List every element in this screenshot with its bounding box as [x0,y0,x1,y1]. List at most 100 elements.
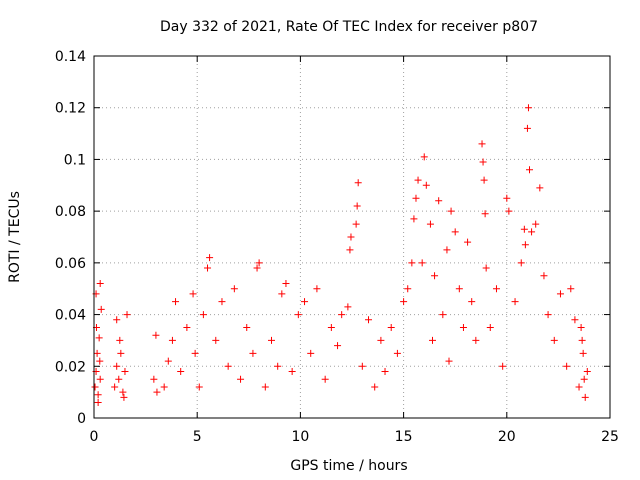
data-point [120,393,128,401]
data-point [426,220,434,228]
data-point [439,311,447,319]
data-point [578,336,586,344]
data-point [347,233,355,241]
data-point [377,336,385,344]
data-point [418,259,426,267]
data-point [255,259,263,267]
data-point [237,375,245,383]
x-tick-label: 25 [601,429,619,445]
y-axis-label: ROTI / TECUs [7,191,23,283]
data-point [464,238,472,246]
data-point [282,280,290,288]
data-point [268,336,276,344]
data-point [150,375,158,383]
data-point [581,393,589,401]
data-point [400,298,408,306]
data-point [563,362,571,370]
data-point [550,336,558,344]
data-point [344,303,352,311]
data-point [334,342,342,350]
x-tick-label: 10 [291,429,309,445]
data-point [410,215,418,223]
x-axis-label: GPS time / hours [290,458,407,474]
data-point [404,285,412,293]
data-point [113,316,121,324]
data-point [468,298,476,306]
data-point [96,375,104,383]
x-tick-label: 15 [395,429,413,445]
data-point [95,334,103,342]
data-point [172,298,180,306]
data-point [435,197,443,205]
data-point [321,375,329,383]
data-point [517,259,525,267]
data-point [511,298,519,306]
x-tick-label: 5 [193,429,202,445]
data-point [288,367,296,375]
data-point [428,336,436,344]
data-point [313,285,321,293]
data-point [164,357,172,365]
data-point [212,336,220,344]
x-tick-label: 0 [90,429,99,445]
data-point [520,225,528,233]
data-point [482,264,490,272]
data-point [393,349,401,357]
data-point [503,194,511,202]
data-point [532,220,540,228]
data-point [575,383,583,391]
data-point [152,331,160,339]
data-point [97,305,105,313]
data-point [261,383,269,391]
data-point [521,241,529,249]
data-point [567,285,575,293]
data-point [168,336,176,344]
x-tick-label: 20 [498,429,516,445]
data-point [160,383,168,391]
data-point [115,375,123,383]
data-point [116,336,124,344]
data-point [387,324,395,331]
data-point [301,298,309,306]
data-point [153,388,161,396]
data-point [195,383,203,391]
data-point [307,349,315,357]
data-point [526,166,534,174]
data-point [431,272,439,280]
data-point [486,324,494,331]
data-point [358,362,366,370]
y-tick-label: 0.1 [64,152,86,168]
data-point [580,375,588,383]
data-point [121,367,129,375]
data-point [447,207,455,215]
data-point [204,264,212,272]
data-point [505,207,513,215]
data-point [412,194,420,202]
chart-title: Day 332 of 2021, Rate Of TEC Index for r… [160,19,538,35]
data-point [274,362,282,370]
data-point [420,153,428,161]
data-point [536,184,544,192]
data-point [96,280,104,288]
data-point [499,362,507,370]
data-point [492,285,500,293]
y-tick-label: 0.04 [55,308,86,324]
grid-lines [94,56,610,418]
data-point [414,176,422,184]
data-point [183,324,191,331]
data-point [113,362,121,370]
plot-frame [93,55,611,419]
data-point [91,383,99,391]
data-point [353,202,361,210]
data-point [294,311,302,319]
data-point [224,362,232,370]
data-point [528,228,536,236]
data-point [111,383,119,391]
data-point [371,383,379,391]
data-point [365,316,373,324]
data-point [230,285,238,293]
data-point [119,388,127,396]
data-point [249,349,257,357]
data-point [94,391,102,399]
